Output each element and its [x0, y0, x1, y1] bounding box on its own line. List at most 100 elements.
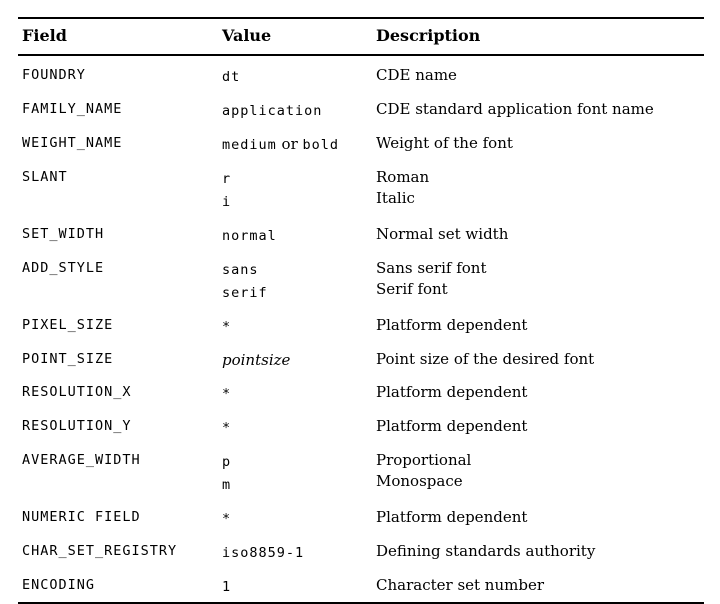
description-cell: CDE name — [376, 65, 704, 88]
value-line: serif — [222, 281, 376, 304]
description-cell: Point size of the desired font — [376, 349, 704, 371]
description-line: Weight of the font — [376, 134, 513, 152]
value-line: 1 — [222, 575, 376, 598]
table-row: SLANT r i Roman Italic — [22, 167, 704, 213]
description-cell: Defining standards authority — [376, 541, 704, 564]
value-cell: medium or bold — [222, 133, 376, 156]
description-line: Serif font — [376, 280, 448, 298]
value-line: medium or bold — [222, 133, 376, 156]
table-row: ENCODING 1 Character set number — [22, 575, 704, 598]
value-line: i — [222, 190, 376, 213]
font-fields-table: Field Value Description FOUNDRY dt CDE nam… — [18, 17, 704, 604]
description-cell: Proportional Monospace — [376, 450, 704, 496]
table-row: FAMILY_NAME application CDE standard appli… — [22, 99, 704, 122]
description-line: CDE name — [376, 66, 457, 84]
value-line: pointsize — [222, 349, 376, 371]
table-row: WEIGHT_NAME medium or bold Weight of the f… — [22, 133, 704, 156]
field-cell: FAMILY_NAME — [22, 101, 123, 117]
description-line: Platform dependent — [376, 508, 528, 526]
value-cell: * — [222, 416, 376, 439]
value-cell: * — [222, 507, 376, 530]
value-cell: dt — [222, 65, 376, 88]
value-cell: * — [222, 315, 376, 338]
value-segment: sans — [222, 262, 259, 278]
field-cell: RESOLUTION_Y — [22, 418, 132, 434]
field-cell: AVERAGE_WIDTH — [22, 452, 141, 468]
table-row: RESOLUTION_X * Platform dependent — [22, 382, 704, 405]
value-segment: * — [222, 420, 232, 436]
value-segment: * — [222, 386, 232, 402]
value-line: application — [222, 99, 376, 122]
table-body: FOUNDRY dt CDE name FAMILY_NAME application C… — [18, 56, 704, 602]
value-segment: 1 — [222, 579, 232, 595]
description-cell: Platform dependent — [376, 416, 704, 439]
field-cell: SET_WIDTH — [22, 226, 105, 242]
description-line: Monospace — [376, 472, 463, 490]
value-segment: medium — [222, 137, 277, 153]
column-header-value: Value — [222, 26, 272, 45]
value-line: * — [222, 382, 376, 405]
value-cell: application — [222, 99, 376, 122]
field-cell: FOUNDRY — [22, 67, 86, 83]
value-line: * — [222, 507, 376, 530]
field-cell: WEIGHT_NAME — [22, 135, 123, 151]
value-segment: iso8859-1 — [222, 545, 305, 561]
value-segment: p — [222, 454, 232, 470]
description-line: Defining standards authority — [376, 542, 596, 560]
table-row: PIXEL_SIZE * Platform dependent — [22, 315, 704, 338]
table-row: POINT_SIZE pointsize Point size of the des… — [22, 349, 704, 371]
value-line: dt — [222, 65, 376, 88]
value-segment: r — [222, 171, 232, 187]
description-line: Italic — [376, 189, 415, 207]
value-cell: sans serif — [222, 258, 376, 304]
value-segment: * — [222, 511, 232, 527]
value-segment: bold — [302, 137, 340, 153]
description-line: Roman — [376, 168, 430, 186]
field-cell: NUMERIC FIELD — [22, 509, 141, 525]
value-segment: * — [222, 319, 232, 335]
column-header-field: Field — [22, 26, 67, 45]
value-line: r — [222, 167, 376, 190]
value-segment: serif — [222, 285, 268, 301]
table-row: FOUNDRY dt CDE name — [22, 65, 704, 88]
description-cell: CDE standard application font name — [376, 99, 704, 122]
description-cell: Platform dependent — [376, 382, 704, 405]
description-line: Platform dependent — [376, 417, 528, 435]
value-segment: i — [222, 194, 232, 210]
description-line: Normal set width — [376, 225, 509, 243]
table-row: RESOLUTION_Y * Platform dependent — [22, 416, 704, 439]
value-segment: or — [276, 135, 303, 153]
table-row: ADD_STYLE sans serif Sans serif font Serif f… — [22, 258, 704, 304]
value-line: normal — [222, 224, 376, 247]
value-line: sans — [222, 258, 376, 281]
value-line: * — [222, 315, 376, 338]
value-segment: m — [222, 477, 232, 493]
description-cell: Sans serif font Serif font — [376, 258, 704, 304]
description-line: Sans serif font — [376, 259, 487, 277]
value-cell: pointsize — [222, 349, 376, 371]
field-cell: ENCODING — [22, 577, 96, 593]
description-line: Platform dependent — [376, 316, 528, 334]
table-row: SET_WIDTH normal Normal set width — [22, 224, 704, 247]
description-line: Point size of the desired font — [376, 350, 595, 368]
description-cell: Weight of the font — [376, 133, 704, 156]
table-header-row: Field Value Description — [18, 19, 704, 56]
value-segment: dt — [222, 69, 241, 85]
value-line: * — [222, 416, 376, 439]
value-segment: application — [222, 103, 323, 119]
value-line: p — [222, 450, 376, 473]
value-line: m — [222, 473, 376, 496]
value-cell: iso8859-1 — [222, 541, 376, 564]
description-cell: Character set number — [376, 575, 704, 598]
field-cell: PIXEL_SIZE — [22, 317, 114, 333]
table-row: AVERAGE_WIDTH p m Proportional Monospace — [22, 450, 704, 496]
description-line: Platform dependent — [376, 383, 528, 401]
description-cell: Platform dependent — [376, 315, 704, 338]
field-cell: RESOLUTION_X — [22, 384, 132, 400]
column-header-description: Description — [376, 26, 481, 45]
table-row: NUMERIC FIELD * Platform dependent — [22, 507, 704, 530]
description-line: Proportional — [376, 451, 472, 469]
value-line: iso8859-1 — [222, 541, 376, 564]
field-cell: CHAR_SET_REGISTRY — [22, 543, 178, 559]
